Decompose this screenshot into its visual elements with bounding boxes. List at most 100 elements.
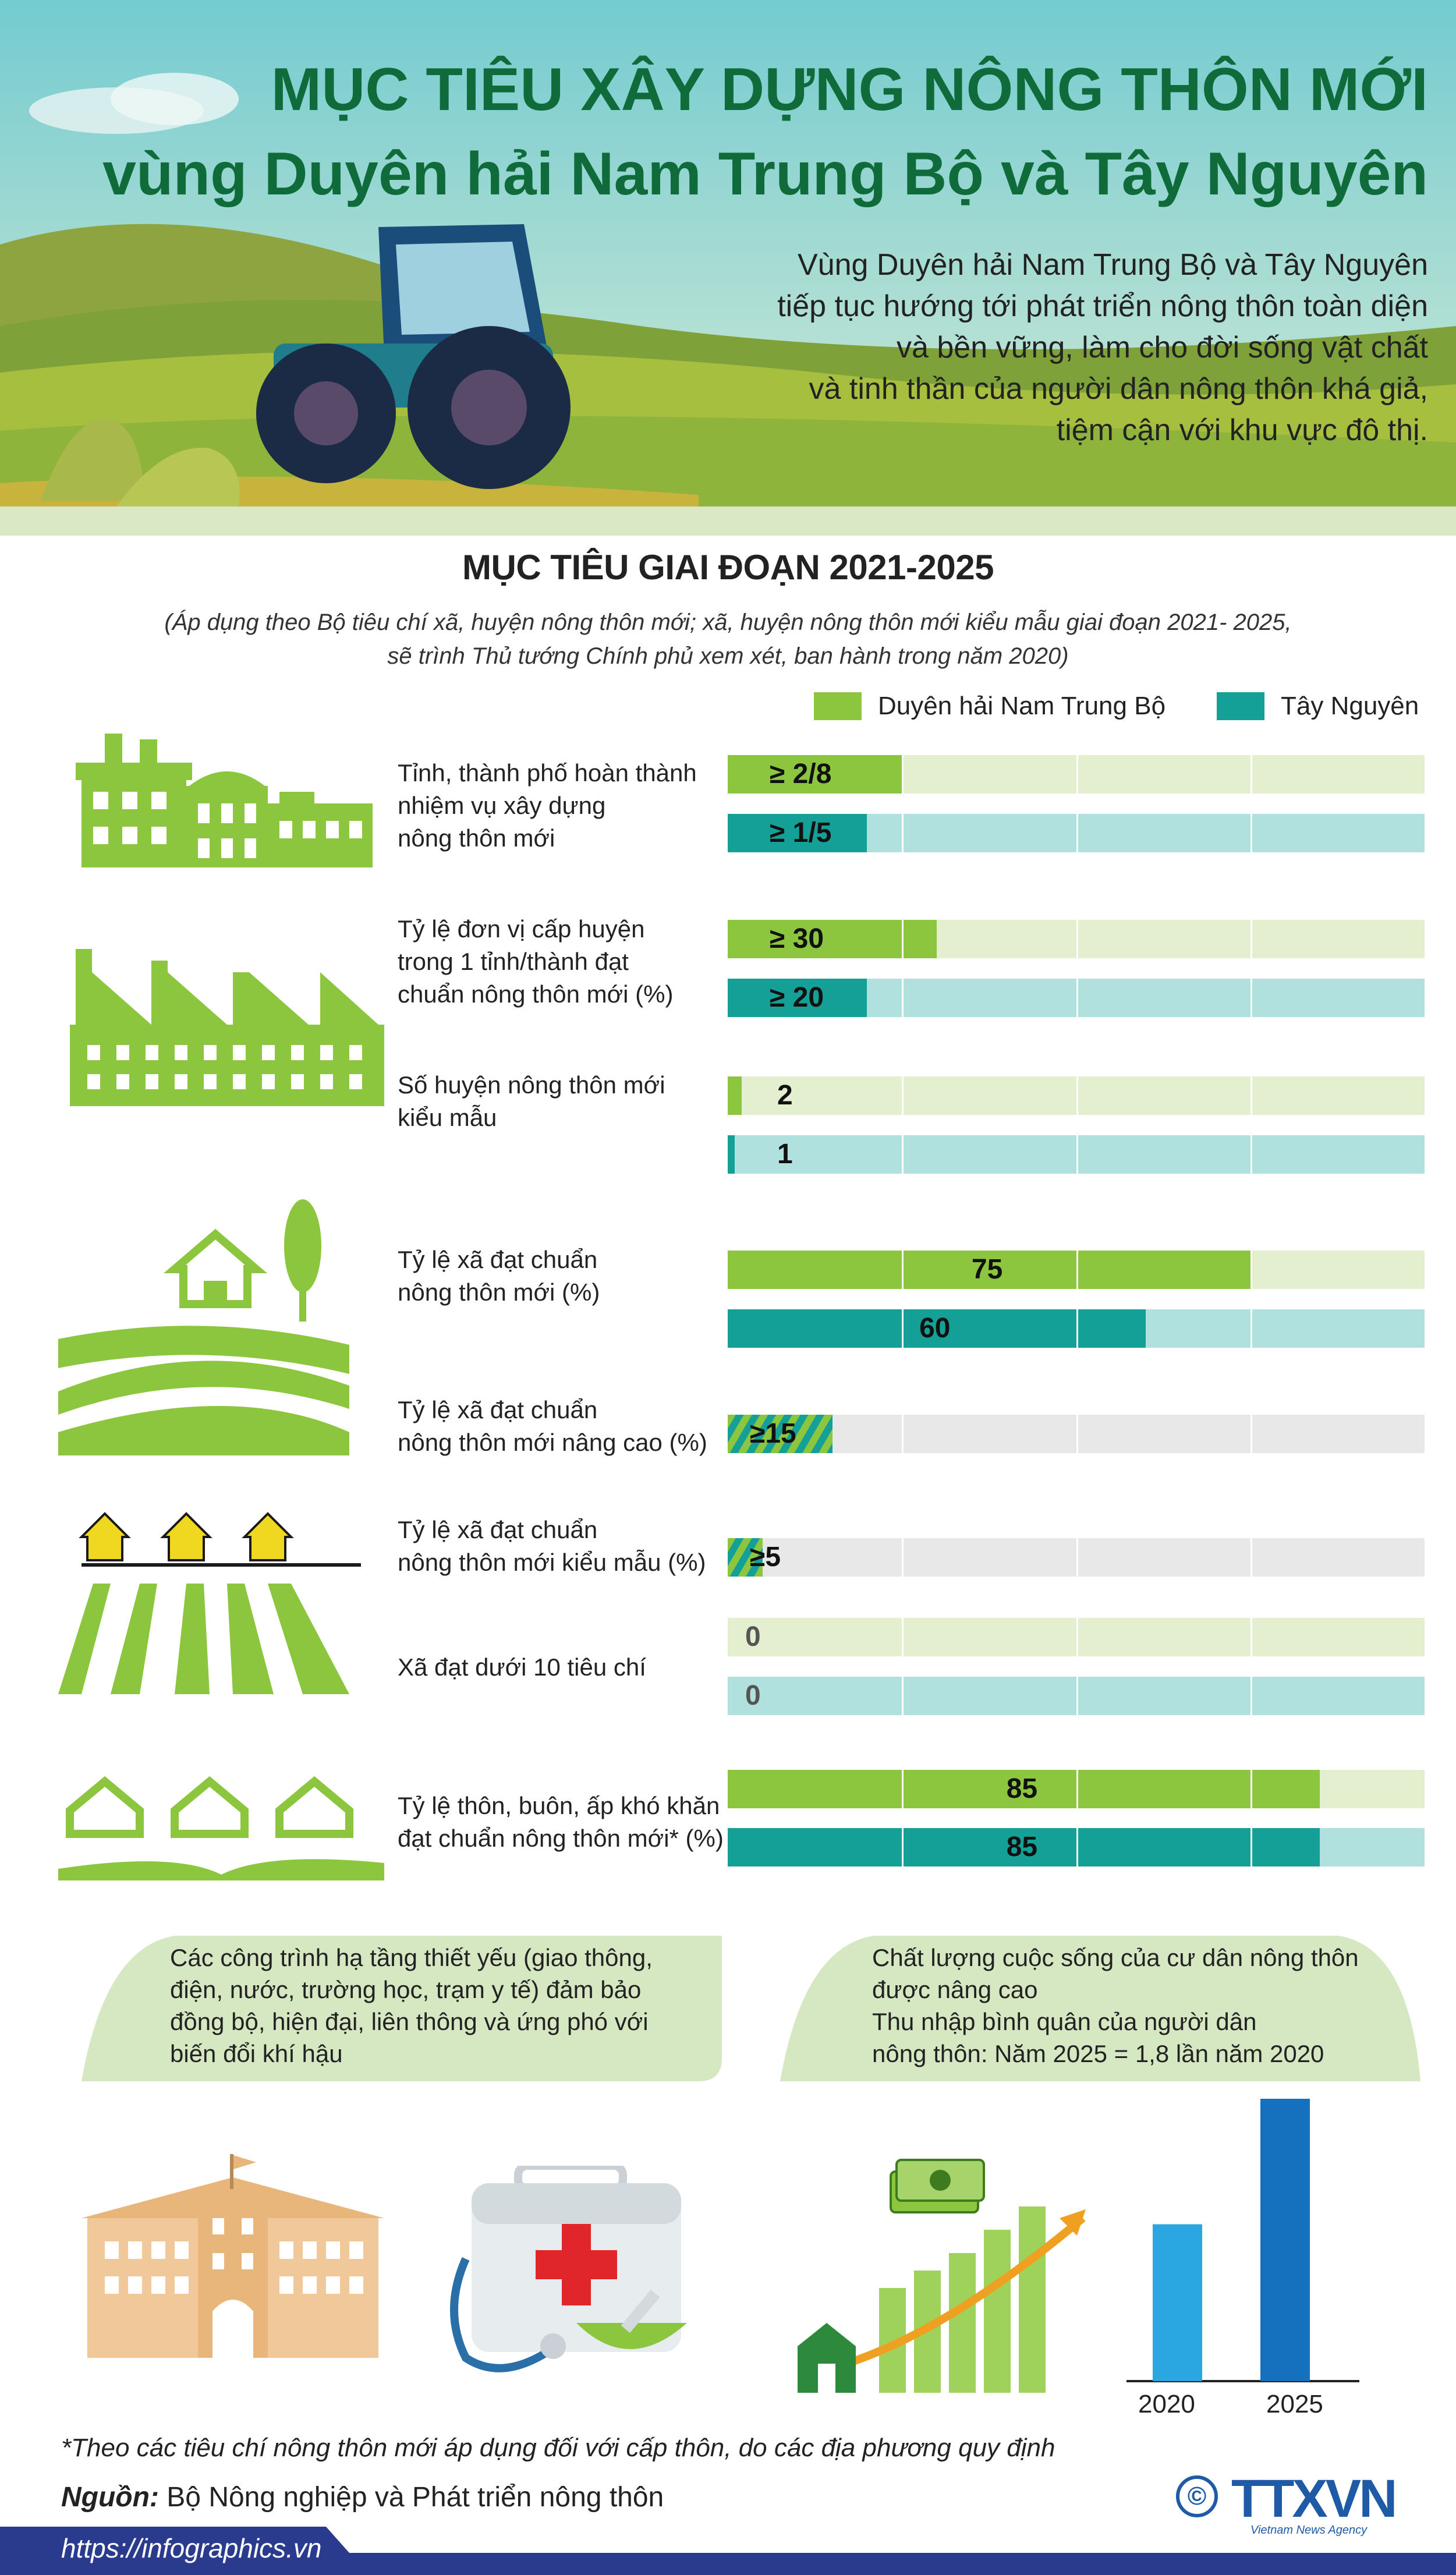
- legend-label: Tây Nguyên: [1281, 692, 1419, 720]
- bar-track-model-districts-b: 1: [728, 1135, 1425, 1174]
- bar-track-under-10-criteria-b: 0: [728, 1677, 1425, 1715]
- bar-gridline: [1250, 1076, 1252, 1115]
- school-building-icon: [82, 2154, 384, 2358]
- bar-gridline: [1250, 920, 1252, 958]
- bar-gridline: [902, 920, 904, 958]
- bar-track-under-10-criteria-a: 0: [728, 1618, 1425, 1656]
- bar-gridline: [1250, 1415, 1252, 1453]
- bar-value-label: 1: [777, 1139, 793, 1170]
- bar-gridline: [1076, 1677, 1078, 1715]
- bar-gridline: [902, 1251, 904, 1289]
- bar-value-label: 85: [1006, 1832, 1038, 1862]
- bar-gridline: [1250, 1677, 1252, 1715]
- bar-gridline: [902, 1828, 904, 1866]
- intro-text: Vùng Duyên hải Nam Trung Bộ và Tây Nguyê…: [777, 248, 1428, 447]
- header-banner: MỤC TIÊU XÂY DỰNG NÔNG THÔN MỚI vùng Duy…: [0, 0, 1456, 536]
- bar-gridline: [1076, 1415, 1078, 1453]
- bar-value-label: 60: [919, 1313, 951, 1344]
- bar-gridline: [1250, 814, 1252, 852]
- bar-track-commune-rate-a: 75: [728, 1251, 1425, 1289]
- bar-gridline: [1250, 1135, 1252, 1174]
- footnote: *Theo các tiêu chí nông thôn mới áp dụng…: [61, 2434, 1055, 2462]
- bar-gridline: [902, 979, 904, 1017]
- bar-gridline: [902, 1076, 904, 1115]
- bar-gridline: [902, 755, 904, 794]
- bar-gridline: [1076, 1770, 1078, 1808]
- bar-value-label: ≥ 20: [770, 982, 824, 1013]
- medical-kit-icon: [450, 2166, 687, 2372]
- section-title: MỤC TIÊU GIAI ĐOẠN 2021-2025: [462, 548, 994, 587]
- villages-fields-icon: [58, 1512, 361, 1694]
- bar-gridline: [1076, 1135, 1078, 1174]
- infrastructure-bubble-bg: [82, 1936, 722, 2081]
- website-link[interactable]: https://infographics.vn: [61, 2533, 322, 2563]
- bar-value-label: ≥ 1/5: [770, 817, 832, 848]
- farm-landscape-illustration: [0, 0, 1456, 536]
- income-growth-icon: [798, 2159, 1086, 2393]
- ttxvn-logo: TTXVN: [1231, 2469, 1398, 2528]
- bar-value-label: 85: [1006, 1773, 1038, 1804]
- section-note: (Áp dụng theo Bộ tiêu chí xã, huyện nông…: [164, 610, 1292, 669]
- bar-gridline: [1076, 1828, 1078, 1866]
- sub-title: vùng Duyên hải Nam Trung Bộ và Tây Nguyê…: [102, 140, 1428, 208]
- bar-fill-hamlets-b: [728, 1828, 1320, 1866]
- bar-gridline: [902, 1618, 904, 1656]
- bar-fill-provinces-a: [728, 755, 902, 794]
- bar-fill-commune-rate-a: [728, 1251, 1250, 1289]
- quality-bubble-bg: [780, 1936, 1420, 2081]
- legend-item-duyen-hai: Duyên hải Nam Trung Bộ: [814, 692, 1165, 721]
- legend-item-tay-nguyen: Tây Nguyên: [1217, 692, 1419, 721]
- bar-fill-model-districts-a: [728, 1076, 742, 1115]
- row-label-model-districts: Số huyện nông thôn mới kiểu mẫu: [398, 1071, 665, 1131]
- copyright-icon: ©: [1176, 2475, 1218, 2517]
- bar-gridline: [902, 1135, 904, 1174]
- income-bar-2020: [1153, 2224, 1202, 2381]
- bar-gridline: [1076, 920, 1078, 958]
- bar-value-label: 0: [745, 1680, 761, 1711]
- bar-gridline: [1076, 1309, 1078, 1348]
- bar-gridline: [902, 1415, 904, 1453]
- bar-gridline: [1076, 1076, 1078, 1115]
- logo-subtitle: Vietnam News Agency: [1250, 2524, 1368, 2537]
- row-label-provinces: Tỉnh, thành phố hoàn thành nhiệm vụ xây …: [398, 759, 697, 852]
- bar-gridline: [1250, 1309, 1252, 1348]
- quality-text: Chất lượng cuộc sống của cư dân nông thô…: [872, 1944, 1359, 2067]
- bar-track-provinces-a: ≥ 2/8: [728, 755, 1425, 794]
- tractor-icon: [256, 224, 571, 489]
- bar-track-commune-rate-b: 60: [728, 1309, 1425, 1348]
- source-text: Bộ Nông nghiệp và Phát triển nông thôn: [158, 2482, 664, 2513]
- income-chart: [1126, 2099, 1359, 2382]
- source-line: Nguồn: Bộ Nông nghiệp và Phát triển nông…: [61, 2481, 664, 2513]
- legend-swatch-green: [814, 692, 862, 720]
- bar-gridline: [1076, 814, 1078, 852]
- bar-gridline: [1250, 979, 1252, 1017]
- houses-road-icon: [58, 1776, 384, 1880]
- city-buildings-icon: [76, 734, 373, 867]
- bar-track-model-districts-a: 2: [728, 1076, 1425, 1115]
- bar-gridline: [902, 1677, 904, 1715]
- bar-gridline: [1250, 1538, 1252, 1577]
- bar-gridline: [1076, 755, 1078, 794]
- bar-fill-district-rate-b: [728, 979, 867, 1017]
- bar-gridline: [1250, 755, 1252, 794]
- bar-gridline: [902, 1538, 904, 1577]
- income-axis-label-2020: 2020: [1138, 2390, 1195, 2418]
- bar-value-label: ≥5: [750, 1542, 781, 1572]
- bar-gridline: [1076, 1538, 1078, 1577]
- bar-track-model-communes-a: ≥5: [728, 1538, 1425, 1577]
- bar-fill-model-communes-a: [728, 1538, 763, 1577]
- bar-value-label: ≥ 2/8: [770, 759, 832, 789]
- bar-track-district-rate-b: ≥ 20: [728, 979, 1425, 1017]
- bar-fill-model-districts-b: [728, 1135, 735, 1174]
- bar-value-label: ≥ 30: [770, 923, 824, 954]
- bar-fill-provinces-b: [728, 814, 867, 852]
- bar-fill-advanced-communes-a: [728, 1415, 832, 1453]
- row-label-hamlets: Tỷ lệ thôn, buôn, ấp khó khăn đạt chuẩn …: [398, 1792, 724, 1852]
- bar-track-provinces-b: ≥ 1/5: [728, 814, 1425, 852]
- main-title: MỤC TIÊU XÂY DỰNG NÔNG THÔN MỚI: [271, 56, 1428, 123]
- house-on-hill-icon: [58, 1199, 349, 1455]
- legend-label: Duyên hải Nam Trung Bộ: [878, 692, 1166, 720]
- bar-gridline: [1076, 1251, 1078, 1289]
- bar-fill-district-rate-a: [728, 920, 937, 958]
- bar-gridline: [1250, 1251, 1252, 1289]
